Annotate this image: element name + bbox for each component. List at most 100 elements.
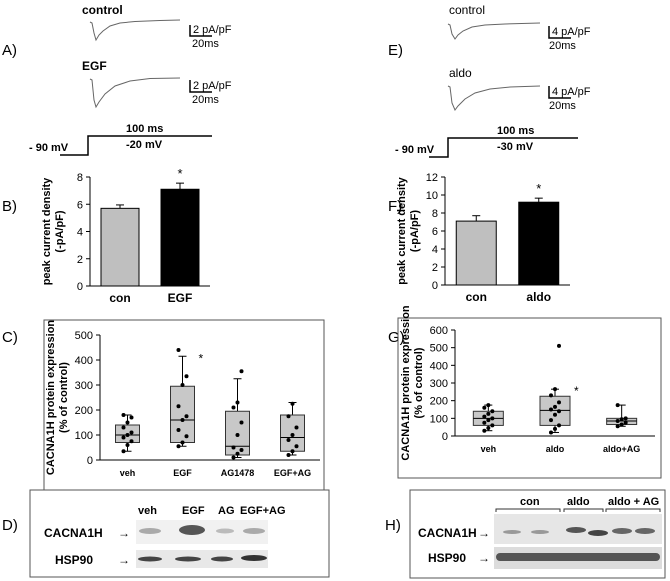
y-axis-label-line: CACNA1H protein expression (400, 305, 412, 461)
panel-label-d: D) (2, 517, 18, 534)
trace-label-aldo: aldo (449, 66, 472, 80)
data-point (176, 428, 181, 432)
y-tick-label: 4 (432, 244, 438, 256)
data-point (235, 400, 240, 405)
y-axis-label-line: (% of control) (413, 347, 425, 418)
y-tick-label: 4 (77, 227, 83, 239)
blot-lane-egf: EGF (182, 505, 205, 517)
y-axis-label-line: (-pA/pF) (409, 210, 421, 252)
data-point (239, 448, 244, 452)
band-hsp90-egf (175, 556, 201, 562)
y-axis-label: CACNA1H protein expression(% of control) (400, 305, 425, 461)
protocol-duration-right: 100 ms (497, 125, 534, 137)
panel-a: A) control 2 pA/pF 20ms EGF 2 pA/pF 20ms… (2, 3, 232, 156)
trace-label-control-left: control (82, 3, 123, 17)
data-point (490, 409, 495, 414)
data-point (615, 418, 620, 423)
bar-aldo (518, 201, 560, 286)
blot-lane-veh: veh (138, 505, 157, 517)
y-tick-label: 400 (430, 360, 448, 372)
x-tick-label: AG1478 (221, 468, 255, 478)
data-point (615, 403, 620, 408)
data-point (490, 423, 495, 428)
panel-e: E) control 4 pA/pF 20ms aldo 4 pA/pF 20m… (388, 3, 591, 158)
y-tick-label: 100 (430, 413, 448, 425)
data-point (557, 400, 561, 405)
voltage-protocol-right (429, 137, 578, 158)
data-point (235, 451, 240, 456)
panel-label-h: H) (385, 517, 401, 534)
x-tick-label: EGF (173, 468, 192, 478)
data-point (294, 444, 299, 449)
y-tick-label: 6 (432, 226, 438, 238)
y-axis-label-line: peak current density (396, 176, 408, 284)
scale-x-e2: 20ms (549, 100, 576, 112)
data-point (486, 411, 491, 416)
scale-bar-e2 (548, 86, 571, 99)
protocol-holding-right: - 90 mV (395, 144, 435, 156)
bracket-aldo-ag (605, 508, 661, 512)
data-point (129, 430, 134, 435)
data-point (482, 414, 487, 419)
blot-lane-egf-ag: EGF+AG (240, 505, 286, 517)
y-axis-label-line: peak current density (41, 177, 53, 285)
data-point (553, 412, 557, 417)
data-point (231, 445, 236, 450)
scale-x-e1: 20ms (549, 40, 576, 52)
panel-label-g: G) (388, 329, 405, 346)
band-cacna1h-aldoag-2 (635, 528, 655, 534)
arrow-right-icon: → (118, 526, 130, 540)
y-tick-label: 0 (87, 455, 93, 467)
arrow-right-icon: → (478, 551, 490, 565)
y-tick-label: 2 (77, 254, 83, 266)
data-point (553, 404, 557, 409)
y-tick-label: 100 (75, 430, 93, 442)
data-point (125, 420, 130, 425)
scale-x-a1: 20ms (192, 38, 219, 50)
data-point (553, 426, 557, 431)
data-point (184, 374, 189, 379)
data-point (557, 409, 561, 414)
y-tick-label: 10 (426, 190, 438, 202)
data-point (129, 415, 134, 420)
data-point (184, 434, 189, 439)
data-point (615, 424, 620, 429)
band-cacna1h-egf-ag (243, 528, 265, 534)
blot-group-aldo: aldo (567, 496, 590, 508)
bracket-aldo (563, 508, 604, 512)
data-point (121, 435, 126, 440)
panel-label-b: B) (2, 198, 17, 215)
data-point (286, 453, 291, 457)
data-point (176, 404, 181, 409)
y-tick-label: 200 (430, 396, 448, 408)
data-point (290, 433, 295, 437)
data-point (176, 444, 181, 449)
data-point (482, 405, 487, 410)
bar-chart-f: 0 2 4 6 8 10 12 con aldo * peak current density(-p… (396, 172, 570, 304)
x-tick-label: veh (481, 444, 497, 454)
y-tick-label: 0 (442, 431, 448, 443)
y-axis-label: peak current density(-pA/pF) (396, 176, 421, 284)
bar-con (100, 207, 140, 287)
significance-star: * (574, 384, 579, 398)
band-cacna1h-con-1 (503, 530, 521, 534)
box-plot-g-frame (397, 317, 662, 479)
data-point (290, 449, 295, 454)
data-point (482, 428, 487, 433)
trace-label-egf: EGF (82, 59, 107, 73)
panel-label-a: A) (2, 42, 17, 59)
voltage-protocol-left (60, 135, 212, 156)
data-point (125, 433, 130, 437)
data-point (557, 423, 561, 428)
data-point (482, 420, 487, 425)
y-axis-label-line: (% of control) (58, 362, 70, 433)
data-point (486, 426, 491, 431)
box-plot-g: 0 100 200 300 400 500 600 veh aldo aldo+AG * CACNA1… (400, 305, 655, 461)
y-tick-label: 2 (432, 262, 438, 274)
trace-egf (89, 77, 181, 109)
data-point (623, 420, 628, 425)
data-point (490, 416, 495, 421)
data-point (549, 393, 553, 398)
blot-row-hsp90-left: HSP90 (55, 553, 93, 567)
x-tick-label: EGF (168, 291, 193, 305)
